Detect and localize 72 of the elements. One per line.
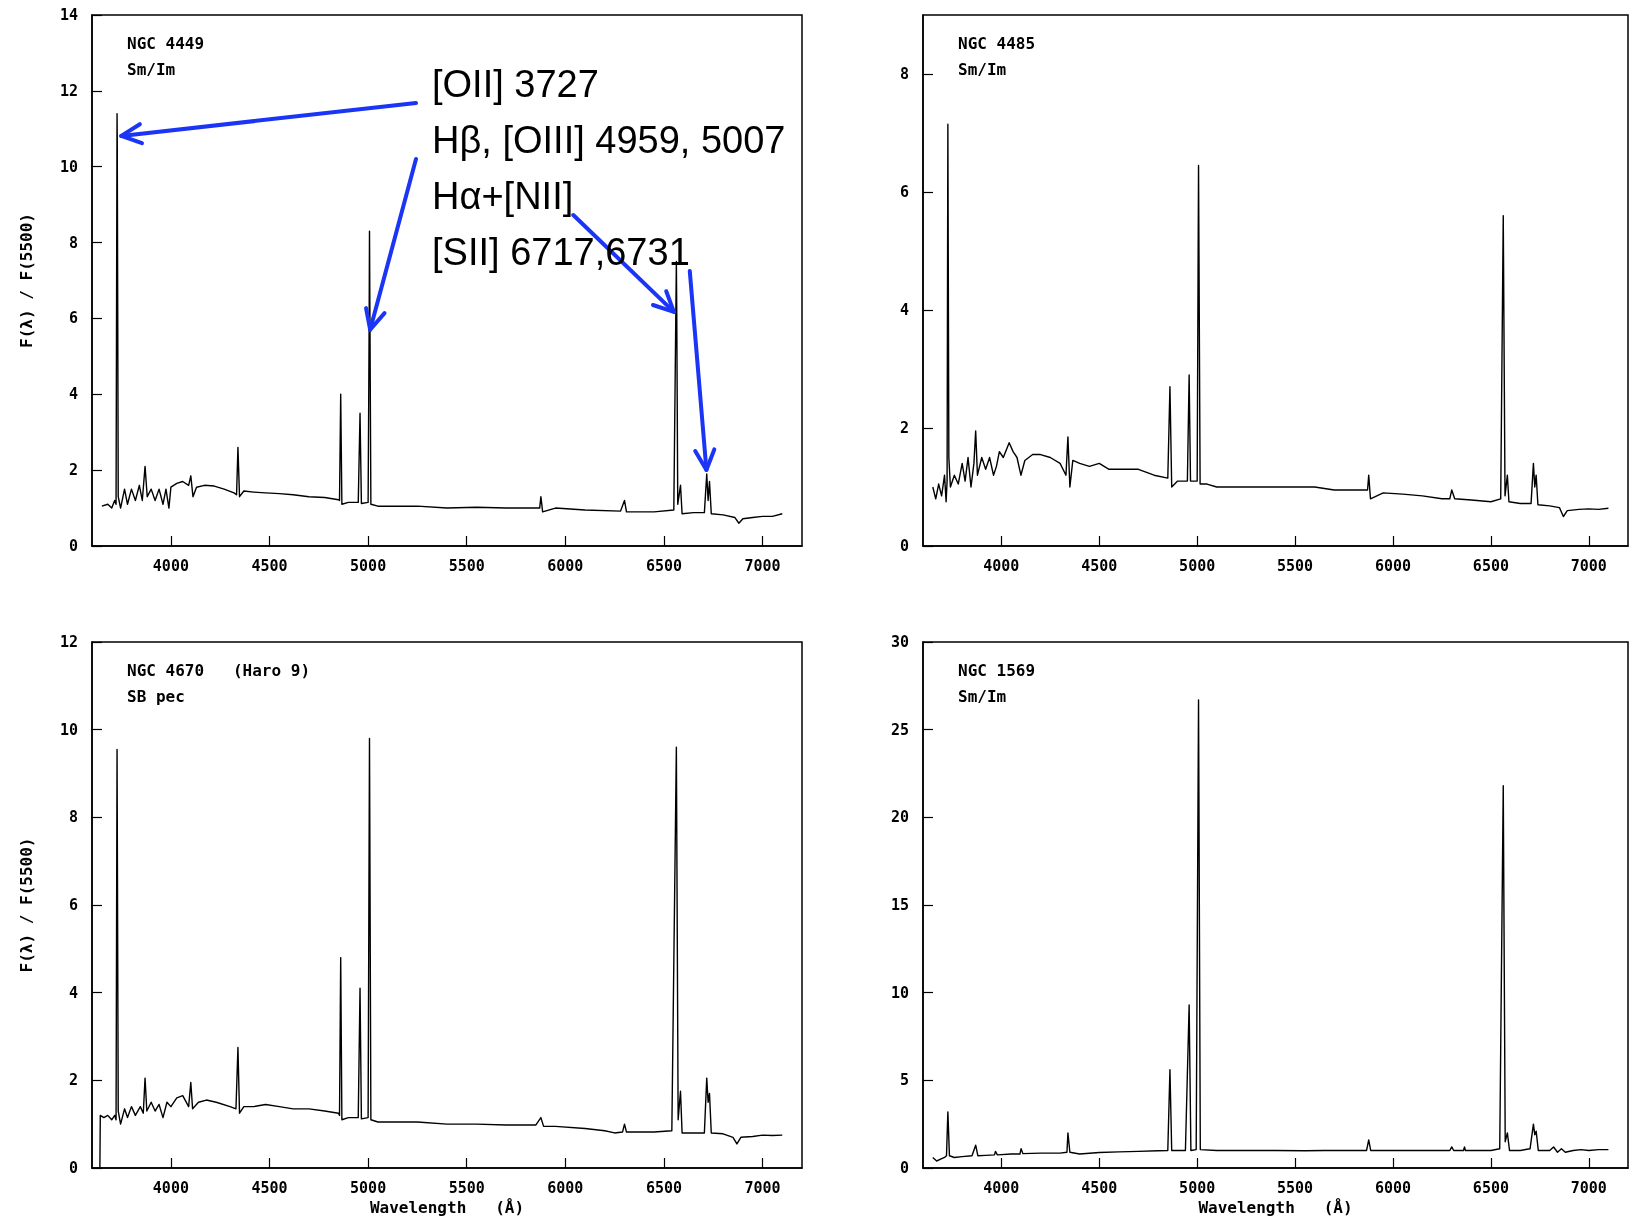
- annotation: Hα+[NII]: [432, 174, 574, 219]
- x-tick-label: 6500: [645, 556, 683, 575]
- x-axis-title: Wavelength (Å): [1198, 1198, 1353, 1218]
- line-series: [932, 123, 1610, 518]
- line-series: [101, 112, 783, 524]
- x-tick-label: 6500: [1472, 1178, 1509, 1197]
- y-tick-label: 12: [59, 81, 78, 100]
- annotation: NGC 4485: [958, 33, 1036, 53]
- y-tick-label: 0: [68, 1159, 78, 1177]
- x-tick-label: 4500: [1081, 1178, 1118, 1197]
- y-tick-label: 6: [899, 183, 909, 201]
- y-tick-label: 12: [59, 633, 78, 651]
- y-tick-label: 0: [899, 1159, 909, 1177]
- y-tick-label: 15: [890, 896, 909, 914]
- annotation: SB pec: [127, 686, 185, 706]
- y-tick-label: 10: [890, 983, 909, 1002]
- x-tick-label: 5500: [448, 556, 485, 575]
- y-tick-label: 2: [899, 419, 909, 437]
- y-axis-title: F(λ) / F(5500): [16, 213, 36, 348]
- x-tick-label: 7000: [1570, 556, 1607, 575]
- x-tick-label: 4500: [251, 1178, 288, 1197]
- y-tick-label: 2: [68, 461, 78, 480]
- x-tick-label: 7000: [1570, 1178, 1607, 1197]
- x-tick-label: 5000: [350, 556, 387, 575]
- x-tick-label: 4500: [251, 556, 288, 575]
- x-tick-label: 4000: [983, 1178, 1020, 1197]
- x-tick-label: 5000: [350, 1178, 387, 1197]
- x-axis-title: Wavelength (Å): [369, 1198, 525, 1218]
- annotation: Hβ, [OIII] 4959, 5007: [432, 118, 786, 163]
- y-tick-label: 8: [68, 233, 78, 252]
- x-tick-label: 4000: [152, 556, 189, 575]
- x-tick-label: 7000: [744, 556, 781, 575]
- x-tick-label: 6000: [547, 1178, 584, 1197]
- x-tick-label: 5500: [1277, 556, 1314, 575]
- y-tick-label: 8: [899, 65, 909, 83]
- y-tick-label: 20: [890, 808, 909, 827]
- y-tick-label: 10: [59, 157, 78, 176]
- y-tick-label: 5: [899, 1071, 909, 1090]
- y-tick-label: 4: [68, 385, 78, 404]
- x-tick-label: 6000: [1374, 556, 1412, 575]
- x-tick-label: 6000: [547, 556, 584, 575]
- y-tick-label: 0: [899, 537, 909, 555]
- x-tick-label: 7000: [744, 1178, 781, 1197]
- annotation: NGC 1569: [958, 660, 1036, 680]
- y-tick-label: 4: [68, 983, 78, 1002]
- x-tick-label: 5000: [1179, 1178, 1216, 1197]
- y-tick-label: 2: [68, 1071, 78, 1090]
- y-tick-label: 8: [68, 808, 78, 827]
- y-tick-label: 30: [890, 633, 909, 651]
- y-tick-label: 0: [68, 537, 78, 555]
- annotation: NGC 4449: [127, 33, 205, 53]
- x-tick-label: 4000: [983, 556, 1020, 575]
- y-tick-label: 10: [59, 720, 78, 739]
- annotation: Sm/Im: [958, 686, 1007, 706]
- x-tick-label: 6000: [1374, 1178, 1412, 1197]
- annotation: Sm/Im: [958, 59, 1007, 79]
- x-tick-label: 4500: [1081, 556, 1118, 575]
- y-tick-label: 4: [899, 301, 909, 319]
- y-tick-label: 25: [890, 720, 909, 739]
- y-tick-label: 6: [68, 896, 78, 914]
- y-axis-title: F(λ) / F(5500): [16, 837, 36, 973]
- annotation: [OII] 3727: [432, 62, 599, 107]
- annotation: Sm/Im: [127, 59, 176, 79]
- y-tick-label: 14: [59, 6, 78, 24]
- x-tick-label: 5500: [448, 1178, 485, 1197]
- y-tick-label: 6: [68, 309, 78, 328]
- x-tick-label: 5000: [1179, 556, 1216, 575]
- x-tick-label: 4000: [152, 1178, 189, 1197]
- x-tick-label: 6500: [645, 1178, 683, 1197]
- annotation: NGC 4670 (Haro 9): [127, 660, 311, 680]
- x-tick-label: 6500: [1472, 556, 1509, 575]
- x-tick-label: 5500: [1277, 1178, 1314, 1197]
